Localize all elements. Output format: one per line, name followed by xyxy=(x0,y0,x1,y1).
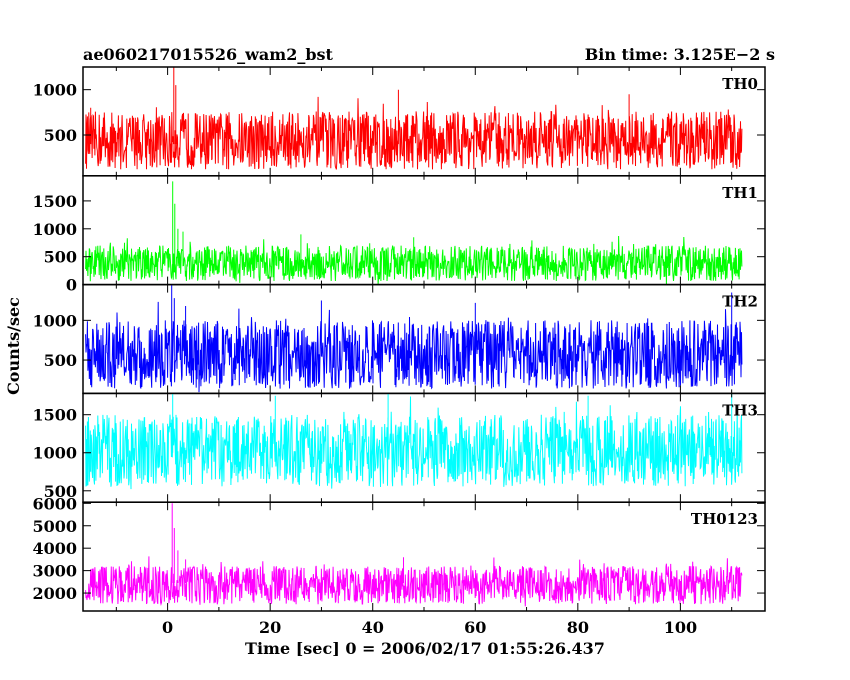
panel-label-th0: TH0 xyxy=(722,75,758,93)
y-tick-label: 500 xyxy=(44,248,77,267)
y-tick-label: 1500 xyxy=(32,192,77,211)
series-line-th0 xyxy=(85,67,743,170)
y-tick-label: 3000 xyxy=(32,562,77,581)
x-tick-label: 80 xyxy=(567,618,589,637)
y-tick-label: 5000 xyxy=(32,517,77,536)
series-line-th2 xyxy=(85,284,743,393)
y-tick-label: 4000 xyxy=(32,539,77,558)
y-tick-label: 500 xyxy=(44,351,77,370)
series-line-th0123 xyxy=(85,503,743,607)
panel-label-th3: TH3 xyxy=(722,401,758,419)
y-tick-label: 1000 xyxy=(32,81,77,100)
panels-group: 500 1000 TH0 0 500 1000 1500 TH1 500 1000 TH2 500 10… xyxy=(32,66,766,612)
y-tick-label: 500 xyxy=(44,126,77,145)
panel-label-th1: TH1 xyxy=(722,184,758,202)
chart-subtitle: Bin time: 3.125E−2 s xyxy=(585,45,775,64)
y-tick-label: 1000 xyxy=(32,220,77,239)
y-axis-label: Counts/sec xyxy=(4,297,23,395)
y-tick-label: 1000 xyxy=(32,311,77,330)
series-line-th3 xyxy=(85,393,743,490)
y-tick-label: 1500 xyxy=(32,406,77,425)
panel-label-th2: TH2 xyxy=(722,293,758,311)
chart-title: ae060217015526_wam2_bst xyxy=(83,45,334,64)
x-axis-label: Time [sec] 0 = 2006/02/17 01:55:26.437 xyxy=(245,639,605,658)
y-tick-label: 2000 xyxy=(32,584,77,603)
series-line-th1 xyxy=(85,181,743,285)
panel-label-th0123: TH0123 xyxy=(691,510,758,528)
x-tick-label: 40 xyxy=(362,618,384,637)
y-tick-label: 500 xyxy=(44,482,77,501)
x-tick-label: 60 xyxy=(464,618,486,637)
x-tick-labels: 0 20 40 60 80 100 xyxy=(162,618,697,637)
y-tick-label: 0 xyxy=(66,276,77,295)
x-tick-label: 20 xyxy=(259,618,281,637)
y-tick-label: 6000 xyxy=(32,494,77,513)
x-tick-label: 100 xyxy=(664,618,697,637)
x-tick-label: 0 xyxy=(162,618,173,637)
y-tick-label: 1000 xyxy=(32,444,77,463)
